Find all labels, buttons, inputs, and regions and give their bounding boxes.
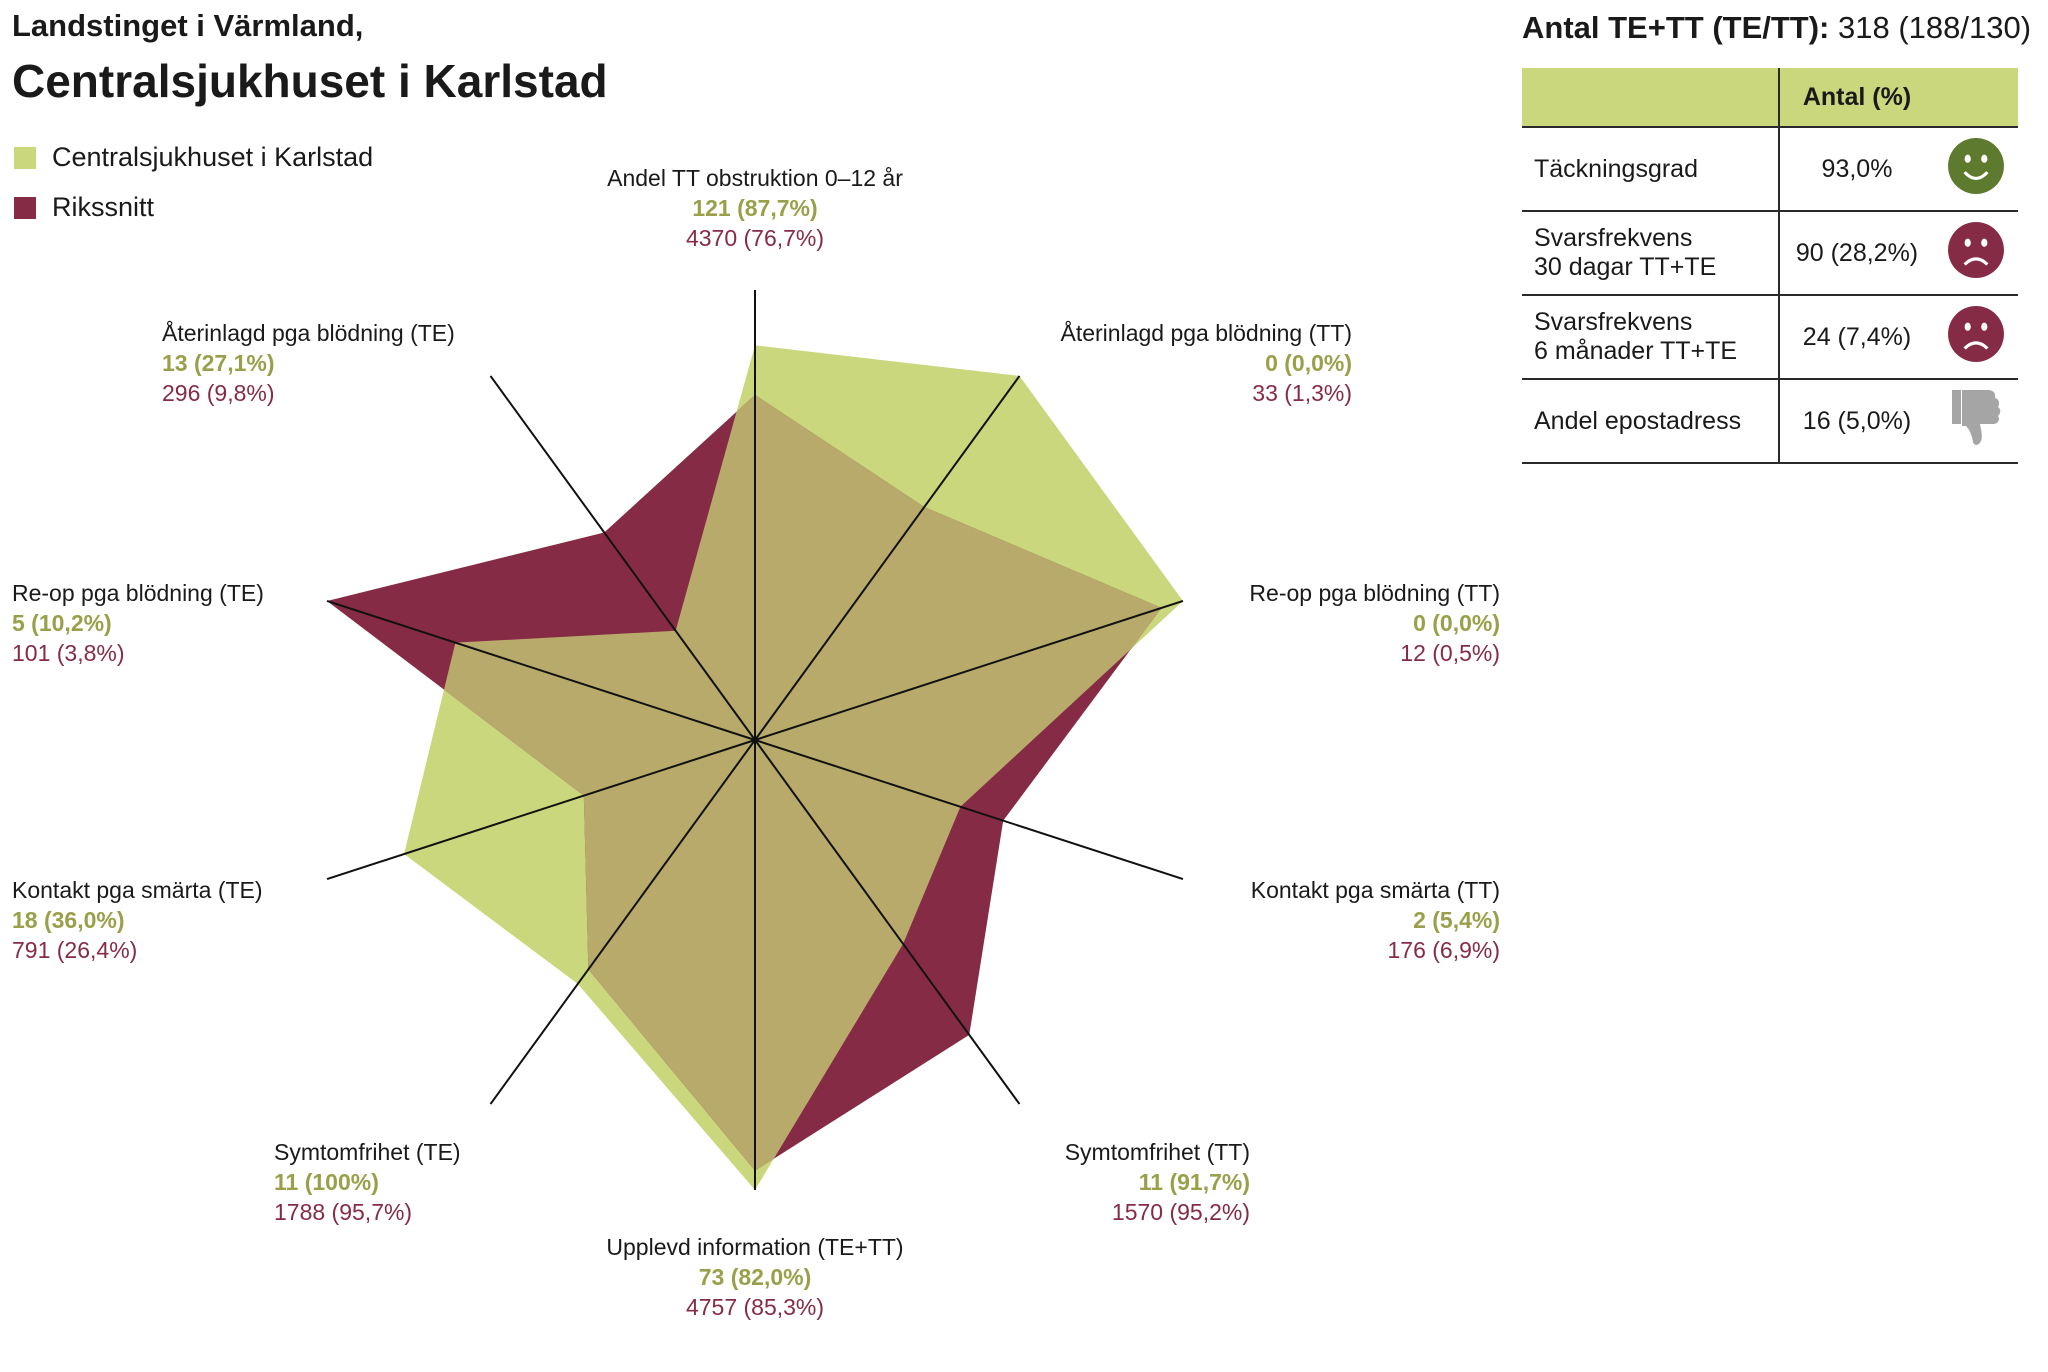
axis-value-hospital: 0 (0,0%) (1413, 610, 1500, 636)
axis-label: Upplevd information (TE+TT) 73 (82,0%) 475… (606, 1232, 903, 1322)
summary-table-header: Antal (%) (1522, 68, 2018, 127)
axis-value-hospital: 121 (87,7%) (692, 195, 818, 221)
legend-label-hospital: Centralsjukhuset i Karlstad (52, 142, 374, 172)
legend-swatch-hospital (14, 146, 36, 169)
summary-row-label: Täckningsgrad (1522, 126, 1779, 211)
axis-name: Återinlagd pga blödning (TT) (1060, 320, 1353, 346)
axis-name: Symtomfrihet (TE) (274, 1139, 461, 1165)
summary-row-value: 24 (7,4%) (1778, 294, 1934, 379)
title-line1: Landstinget i Värmland, (12, 8, 364, 43)
axis-name: Re-op pga blödning (TT) (1249, 580, 1500, 606)
page-title: Centralsjukhuset i Karlstad (12, 55, 608, 107)
axis-label: Symtomfrihet (TT) 11 (91,7%) 1570 (95,2%) (1065, 1137, 1250, 1227)
summary-row-label: Svarsfrekvens 30 dagar TT+TE (1522, 210, 1779, 295)
summary-table: Antal (%) Täckningsgrad 93,0% Svarsfrekven… (1522, 68, 2018, 464)
legend-swatch-national (14, 196, 36, 219)
axis-value-national: 101 (3,8%) (12, 640, 125, 666)
axis-line (489, 375, 756, 741)
axis-label: Återinlagd pga blödning (TE) 13 (27,1%) 29… (162, 318, 455, 408)
summary-row-label: Svarsfrekvens 6 månader TT+TE (1522, 294, 1779, 379)
axis-line (754, 739, 1021, 1105)
summary-row-label-line2: 6 månader TT+TE (1534, 337, 1738, 365)
axis-value-national: 4757 (85,3%) (685, 1294, 825, 1320)
smiley-sad-icon (1934, 294, 2018, 379)
axis-value-national: 12 (0,5%) (1400, 640, 1500, 666)
axis-label: Symtomfrihet (TE) 11 (100%) 1788 (95,7%) (274, 1137, 461, 1227)
summary-heading-value: 318 (188/130) (1838, 10, 2032, 45)
summary-row-label-line1: Svarsfrekvens (1534, 308, 1693, 336)
summary-row-label-line1: Andel epostadress (1534, 406, 1742, 435)
header-empty-cell (1522, 68, 1779, 127)
axis-value-hospital: 11 (91,7%) (1138, 1169, 1250, 1195)
summary-row: Svarsfrekvens 6 månader TT+TE 24 (7,4%) (1522, 294, 2018, 379)
axis-value-hospital: 73 (82,0%) (698, 1264, 812, 1290)
thumbs-down-icon (1934, 378, 2018, 464)
axis-value-hospital: 5 (10,2%) (12, 610, 112, 636)
axis-value-national: 176 (6,9%) (1387, 937, 1500, 963)
axis-label: Re-op pga blödning (TT) 0 (0,0%) 12 (0,5%) (1249, 578, 1500, 668)
axis-label: Kontakt pga smärta (TT) 2 (5,4%) 176 (6,9%… (1251, 875, 1500, 965)
summary-row-label: Andel epostadress (1522, 378, 1779, 464)
axis-name: Andel TT obstruktion 0–12 år (607, 165, 903, 191)
summary-row: Täckningsgrad 93,0% (1522, 126, 2018, 211)
axis-label: Andel TT obstruktion 0–12 år 121 (87,7%) 4… (607, 163, 903, 253)
axis-line (754, 599, 1184, 741)
summary-heading: Antal TE+TT (TE/TT): 318 (188/130) (1522, 10, 2031, 46)
axis-value-national: 1788 (95,7%) (274, 1199, 413, 1225)
summary-row-value: 93,0% (1778, 126, 1934, 211)
summary-row-value: 16 (5,0%) (1778, 378, 1934, 464)
axis-value-national: 1570 (95,2%) (1111, 1199, 1250, 1225)
smiley-happy-icon (1934, 126, 2018, 211)
summary-row: Andel epostadress 16 (5,0%) (1522, 378, 2018, 464)
summary-row-label-line1: Täckningsgrad (1534, 154, 1698, 183)
summary-row: Svarsfrekvens 30 dagar TT+TE 90 (28,2%) (1522, 210, 2018, 295)
axis-value-hospital: 18 (36,0%) (12, 907, 125, 933)
axis-name: Re-op pga blödning (TE) (12, 580, 264, 606)
summary-row-value: 90 (28,2%) (1778, 210, 1934, 295)
summary-row-label-line2: 30 dagar TT+TE (1534, 253, 1717, 281)
axis-value-national: 33 (1,3%) (1252, 380, 1352, 406)
axis-line (326, 599, 756, 741)
summary-row-label-line1: Svarsfrekvens (1534, 224, 1693, 252)
axis-value-hospital: 13 (27,1%) (162, 350, 275, 376)
axis-name: Kontakt pga smärta (TT) (1250, 877, 1500, 903)
legend-item-hospital: Centralsjukhuset i Karlstad (14, 142, 373, 173)
axis-line (754, 739, 1184, 881)
axis-line (326, 739, 756, 881)
axis-name: Återinlagd pga blödning (TE) (162, 320, 455, 346)
axis-value-hospital: 11 (100%) (274, 1169, 379, 1195)
axis-label: Återinlagd pga blödning (TT) 0 (0,0%) 33 (… (1061, 318, 1353, 408)
radar-chart (326, 290, 1184, 1191)
axis-label: Kontakt pga smärta (TE) 18 (36,0%) 791 (26… (12, 875, 263, 965)
legend-item-national: Rikssnitt (14, 192, 154, 223)
header-icon-cell (1934, 68, 2018, 127)
summary-heading-label: Antal TE+TT (TE/TT): (1522, 10, 1830, 45)
axis-name: Kontakt pga smärta (TE) (12, 877, 263, 903)
axis-name: Symtomfrihet (TT) (1064, 1139, 1250, 1165)
axis-line (489, 739, 756, 1105)
axis-value-national: 4370 (76,7%) (685, 225, 825, 251)
axis-value-hospital: 2 (5,4%) (1413, 907, 1500, 933)
legend-label-national: Rikssnitt (52, 192, 155, 222)
axis-value-national: 296 (9,8%) (162, 380, 275, 406)
axis-value-hospital: 0 (0,0%) (1265, 350, 1352, 376)
axis-line (754, 375, 1021, 741)
header-antal: Antal (%) (1778, 68, 1934, 127)
smiley-sad-icon (1934, 210, 2018, 295)
axis-label: Re-op pga blödning (TE) 5 (10,2%) 101 (3,8… (12, 578, 264, 668)
axis-name: Upplevd information (TE+TT) (606, 1234, 904, 1260)
axis-value-national: 791 (26,4%) (12, 937, 138, 963)
